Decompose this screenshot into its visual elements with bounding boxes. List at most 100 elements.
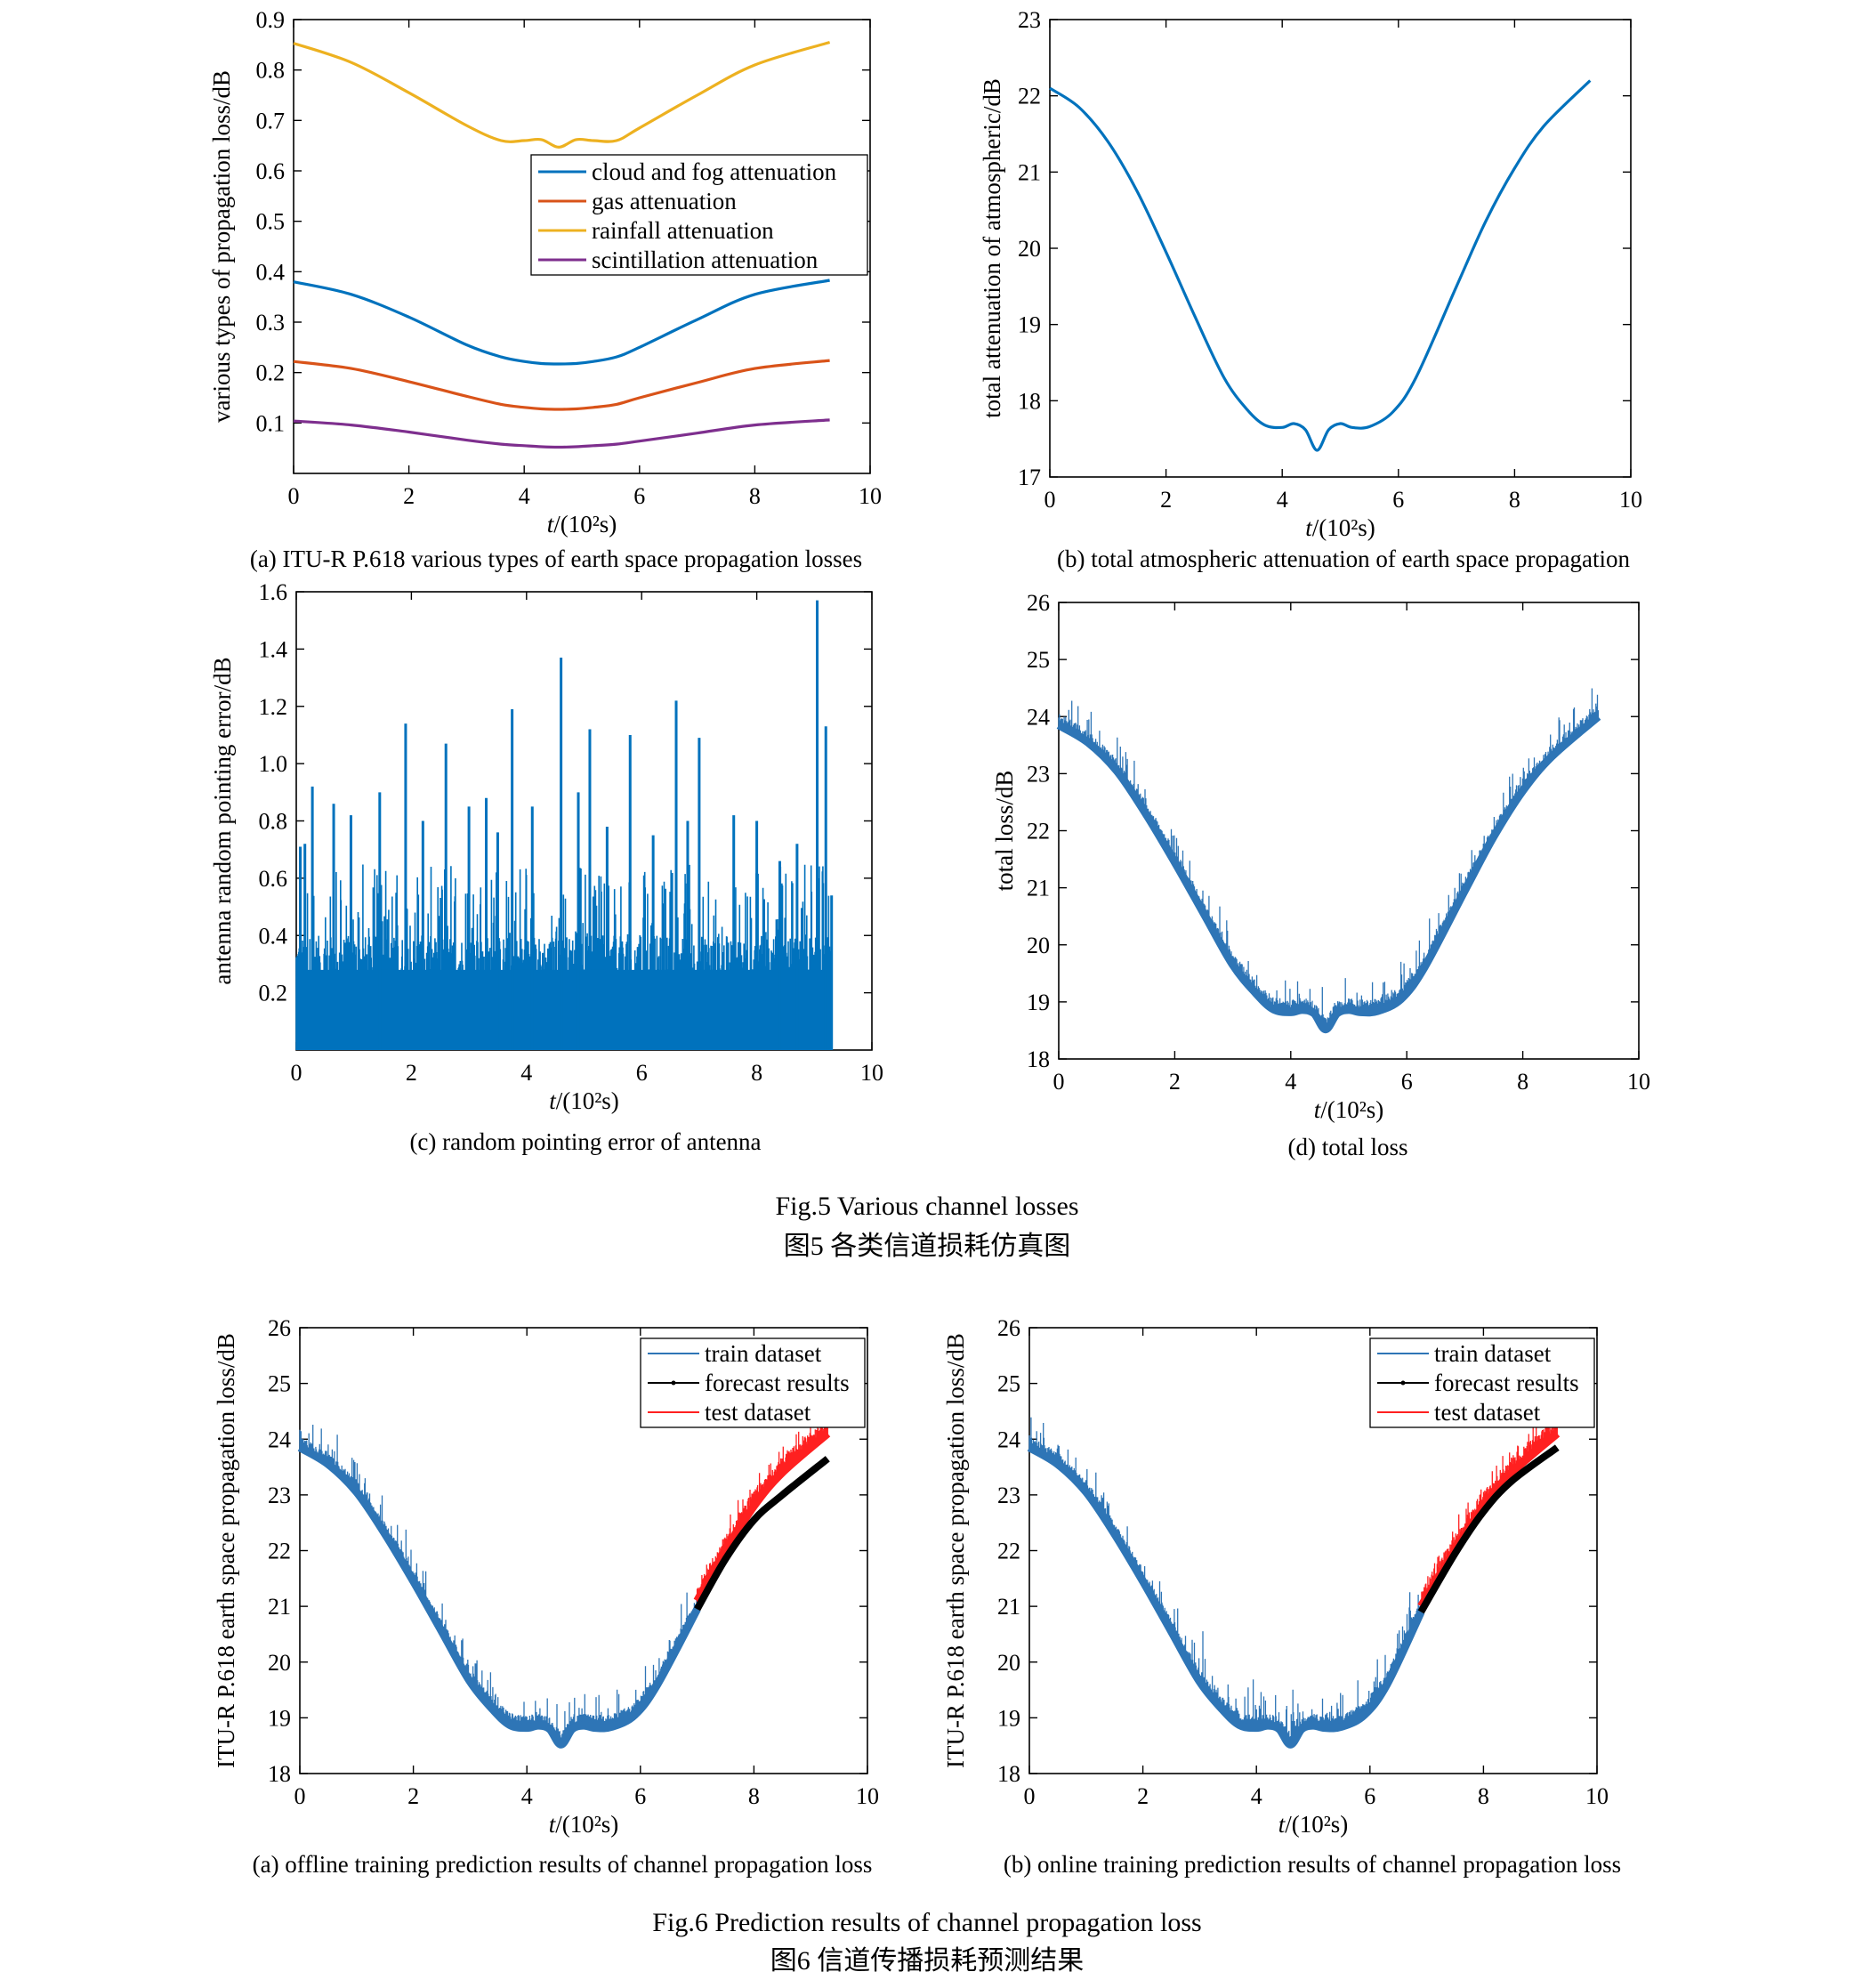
y-tick-label: 22 xyxy=(1018,84,1041,109)
y-axis-label: various types of propagation loss/dB xyxy=(208,70,235,423)
y-axis-label: antenna random pointing error/dB xyxy=(209,657,236,984)
x-tick-label: 6 xyxy=(636,1060,648,1086)
x-tick-label: 10 xyxy=(859,483,882,509)
x-tick-label: 2 xyxy=(406,1060,417,1086)
x-tick-label: 8 xyxy=(751,1060,762,1086)
legend-label-0: cloud and fog attenuation xyxy=(592,158,837,185)
x-axis-label: t/(10²s) xyxy=(1314,1096,1384,1123)
series-line-0 xyxy=(1049,79,1592,452)
y-tick-label: 19 xyxy=(268,1705,291,1731)
fig5-caption-en: Fig.5 Various channel losses xyxy=(775,1192,1078,1221)
panel-a5: 0 2 4 6 8 10 0.1 0.2 0.3 0.4 0.5 0.6 0.7 0.8 0.9 t/(10²… xyxy=(208,7,882,537)
y-axis-label: ITU-R P.618 earth space propagation loss… xyxy=(213,1333,239,1768)
caption-b6: (b) online training prediction results o… xyxy=(1004,1851,1621,1878)
legend-marker-1 xyxy=(671,1380,676,1386)
y-tick-label: 0.4 xyxy=(256,259,286,285)
y-tick-label: 22 xyxy=(268,1539,291,1564)
x-tick-label: 2 xyxy=(1160,487,1172,513)
fig6-caption-en: Fig.6 Prediction results of channel prop… xyxy=(652,1908,1201,1937)
noise-fill xyxy=(296,969,832,1050)
x-tick-label: 0 xyxy=(1044,487,1056,513)
x-tick-label: 2 xyxy=(1137,1783,1149,1809)
legend-label-1: forecast results xyxy=(705,1370,850,1396)
y-tick-label: 0.4 xyxy=(259,923,288,949)
y-tick-label: 0.6 xyxy=(256,158,286,184)
forecast-results-line xyxy=(694,1456,830,1612)
x-tick-label: 10 xyxy=(1619,487,1642,513)
x-tick-label: 6 xyxy=(634,1783,646,1809)
y-tick-label: 0.3 xyxy=(256,310,286,335)
x-tick-label: 2 xyxy=(403,483,415,509)
train-dataset-band-envelope xyxy=(1027,1443,1425,1749)
fig6-caption-zh: 图6 信道传播损耗预测结果 xyxy=(770,1946,1085,1976)
y-tick-label: 21 xyxy=(997,1594,1020,1620)
y-tick-label: 0.2 xyxy=(256,360,286,386)
y-axis-label: total loss/dB xyxy=(991,771,1018,892)
legend-marker-1 xyxy=(1400,1380,1406,1386)
y-axis-label: ITU-R P.618 earth space propagation loss… xyxy=(942,1333,969,1768)
y-tick-label: 26 xyxy=(1027,590,1050,616)
y-tick-label: 23 xyxy=(268,1483,291,1508)
y-tick-label: 1.2 xyxy=(259,694,288,720)
x-tick-label: 4 xyxy=(1277,487,1288,513)
series-line-3 xyxy=(293,418,830,449)
series-line-1 xyxy=(293,359,830,411)
x-tick-label: 8 xyxy=(1509,487,1520,513)
legend-label-2: test dataset xyxy=(1434,1399,1541,1426)
x-axis-label: t/(10²s) xyxy=(549,1811,619,1838)
x-axis-label: t/(10²s) xyxy=(1305,514,1375,541)
train-dataset-band xyxy=(1028,1417,1422,1746)
legend: train dataset forecast results test datase… xyxy=(640,1337,866,1428)
panel-c5: 0 2 4 6 8 10 0.2 0.4 0.6 0.8 1.0 1.2 1.4 1.6 t/(10²s) a… xyxy=(209,579,883,1114)
y-tick-label: 0.8 xyxy=(259,809,288,835)
panel-b5: 0 2 4 6 8 10 17 18 19 20 21 22 23 t/(10²s) total atten… xyxy=(979,7,1642,541)
caption-d5: (d) total loss xyxy=(1288,1134,1408,1160)
caption-a5: (a) ITU-R P.618 various types of earth s… xyxy=(250,545,862,572)
y-tick-label: 20 xyxy=(997,1650,1020,1676)
x-tick-label: 0 xyxy=(294,1783,306,1809)
y-tick-label: 23 xyxy=(1018,7,1041,33)
y-tick-label: 22 xyxy=(1027,819,1050,844)
legend: cloud and fog attenuation gas attenuation… xyxy=(530,154,868,276)
x-axis-label: t/(10²s) xyxy=(549,1087,619,1114)
x-tick-label: 2 xyxy=(1169,1069,1181,1095)
y-tick-label: 18 xyxy=(1018,388,1041,414)
y-tick-label: 19 xyxy=(1018,312,1041,338)
x-tick-label: 4 xyxy=(1285,1069,1296,1095)
test-dataset-band-envelope xyxy=(693,1430,831,1604)
y-tick-label: 20 xyxy=(1018,236,1041,262)
y-tick-label: 0.7 xyxy=(256,108,286,133)
x-tick-label: 8 xyxy=(1517,1069,1528,1095)
x-tick-label: 6 xyxy=(1401,1069,1413,1095)
x-tick-label: 4 xyxy=(521,1783,533,1809)
x-tick-label: 0 xyxy=(1053,1069,1065,1095)
y-tick-label: 26 xyxy=(997,1315,1020,1341)
y-tick-label: 26 xyxy=(268,1315,291,1341)
caption-c5: (c) random pointing error of antenna xyxy=(409,1128,761,1155)
train-dataset-band-envelope xyxy=(297,1443,701,1749)
x-tick-label: 0 xyxy=(291,1060,302,1086)
y-axis-label: total attenuation of atmospheric/dB xyxy=(979,78,1005,418)
x-tick-label: 2 xyxy=(407,1783,419,1809)
y-tick-label: 18 xyxy=(997,1761,1020,1787)
x-tick-label: 6 xyxy=(633,483,645,509)
y-tick-label: 25 xyxy=(997,1371,1020,1397)
x-tick-label: 6 xyxy=(1392,487,1404,513)
x-tick-label: 10 xyxy=(860,1060,883,1086)
legend-label-3: scintillation attenuation xyxy=(592,246,819,273)
y-tick-label: 24 xyxy=(1027,704,1050,730)
y-tick-label: 17 xyxy=(1018,465,1041,490)
y-tick-label: 24 xyxy=(997,1426,1020,1452)
y-tick-label: 20 xyxy=(268,1650,291,1676)
y-tick-label: 19 xyxy=(1027,990,1050,1015)
y-tick-label: 0.5 xyxy=(256,209,286,235)
legend-label-0: train dataset xyxy=(705,1340,822,1367)
legend-label-1: forecast results xyxy=(1434,1370,1579,1396)
y-tick-label: 0.2 xyxy=(259,981,288,1006)
x-tick-label: 10 xyxy=(1585,1783,1609,1809)
y-tick-label: 19 xyxy=(997,1705,1020,1731)
legend-label-2: test dataset xyxy=(705,1399,811,1426)
y-tick-label: 1.0 xyxy=(259,751,288,777)
